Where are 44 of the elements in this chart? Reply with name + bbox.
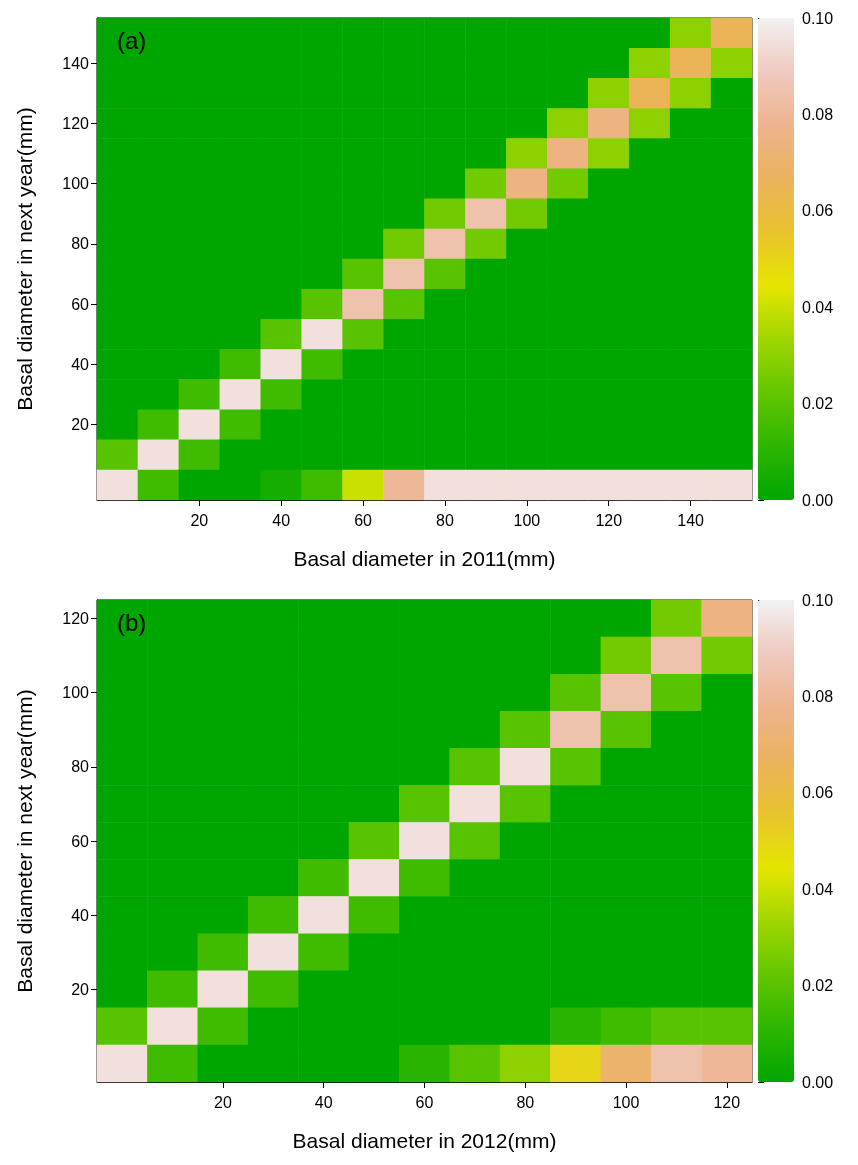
color-bar-label: 0.04 — [802, 298, 834, 316]
y-tick-label: 120 — [62, 610, 90, 628]
y-tick-label: 40 — [71, 355, 90, 373]
annotation: (a) — [117, 26, 147, 54]
x-tick-label: 100 — [513, 511, 541, 529]
y-tick-label: 40 — [71, 906, 90, 924]
x-tick-label: 20 — [190, 511, 209, 529]
x-tick-label: 40 — [314, 1093, 333, 1111]
x-tick-label: 40 — [272, 511, 291, 529]
x-axis-title: Basal diameter in 2011(mm) — [293, 547, 556, 570]
y-tick-label: 20 — [71, 416, 90, 434]
y-tick-label: 100 — [62, 684, 90, 702]
annotation: (b) — [117, 608, 147, 636]
y-tick-label: 60 — [71, 295, 90, 313]
color-bar-label: 0.02 — [802, 395, 834, 413]
y-axis-title: Basal diameter in next year(mm) — [13, 689, 36, 993]
y-tick-label: 80 — [71, 235, 90, 253]
x-axis-title: Basal diameter in 2012(mm) — [292, 1129, 557, 1152]
color-bar-label: 0.00 — [802, 491, 834, 509]
color-bar-label: 0.10 — [802, 9, 834, 27]
x-tick-label: 80 — [516, 1093, 535, 1111]
x-tick-label: 60 — [354, 511, 373, 529]
x-tick-label: 80 — [436, 511, 454, 529]
x-tick-label: 120 — [713, 1093, 741, 1111]
color-bar-label: 0.06 — [802, 784, 834, 802]
y-tick-label: 140 — [62, 54, 90, 72]
x-tick-label: 100 — [612, 1093, 640, 1111]
color-bar-label: 0.06 — [802, 202, 834, 220]
y-tick-label: 20 — [71, 980, 90, 998]
color-bar-label: 0.10 — [802, 591, 834, 609]
y-tick-label: 100 — [62, 175, 90, 193]
color-bar-label: 0.02 — [802, 977, 834, 995]
color-bar-label: 0.08 — [802, 687, 834, 705]
x-tick-label: 120 — [595, 511, 623, 529]
color-bar-label: 0.00 — [802, 1073, 834, 1091]
x-tick-label: 140 — [677, 511, 705, 529]
y-tick-label: 120 — [62, 114, 90, 132]
y-tick-label: 80 — [71, 758, 90, 776]
color-bar-label: 0.04 — [802, 880, 834, 898]
y-axis-title: Basal diameter in next year(mm) — [13, 107, 36, 411]
x-tick-label: 20 — [214, 1093, 232, 1111]
color-bar-label: 0.08 — [802, 105, 834, 123]
x-tick-label: 60 — [415, 1093, 434, 1111]
y-tick-label: 60 — [71, 832, 90, 850]
